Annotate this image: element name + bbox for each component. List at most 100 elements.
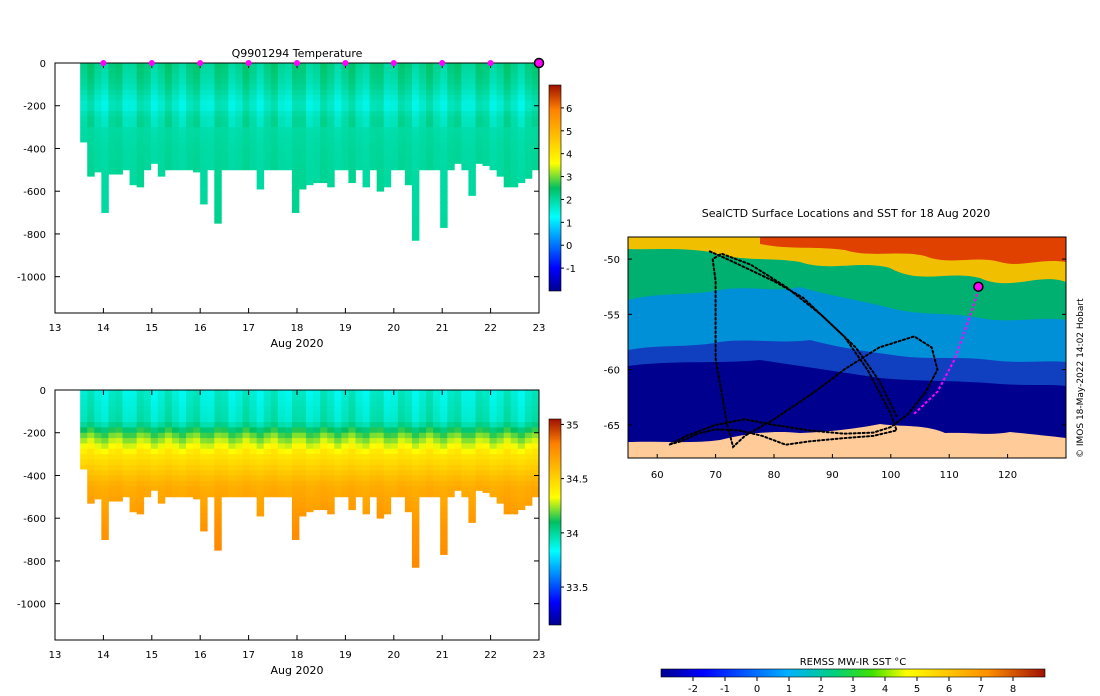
profile-cell — [143, 459, 152, 466]
profile-cell — [270, 395, 279, 402]
profile-cell — [404, 180, 413, 186]
profile-cell — [228, 105, 236, 112]
profile-cell — [348, 459, 356, 466]
profile-column — [517, 390, 526, 511]
map-longitude-axis: 60 70 80 90 100 110 120 — [651, 454, 1017, 481]
profile-cell — [440, 191, 448, 197]
profile-cell — [291, 448, 300, 455]
profile-cell — [397, 153, 406, 160]
profile-cell — [157, 148, 166, 155]
profile-cell — [411, 143, 420, 149]
profile-cell — [157, 496, 166, 503]
profile-cell — [136, 400, 145, 407]
profile-cell — [284, 422, 293, 428]
profile-cell — [221, 63, 229, 69]
profile-cell — [404, 454, 413, 460]
profile-cell — [482, 432, 490, 439]
profile-cell — [475, 105, 483, 112]
profile-cell — [376, 111, 385, 117]
profile-cell — [101, 116, 109, 123]
profile-cell — [108, 406, 116, 412]
profile-cell — [524, 454, 533, 460]
profile-cell — [320, 148, 328, 155]
profile-cell — [157, 95, 166, 101]
profile-cell — [517, 491, 526, 498]
profile-cell — [334, 153, 342, 160]
profile-cell — [164, 486, 173, 492]
profile-cell — [510, 105, 519, 112]
profile-cell — [150, 159, 159, 164]
profile-cell — [94, 406, 102, 412]
profile-cell — [186, 448, 194, 455]
profile-cell — [461, 427, 469, 434]
profile-cell — [411, 475, 420, 482]
profile-cell — [193, 448, 201, 455]
profile-column — [263, 390, 272, 498]
profile-cell — [143, 159, 152, 165]
profile-cell — [503, 84, 512, 91]
profile-cell — [362, 143, 370, 149]
profile-cell — [376, 427, 385, 434]
sst-colorbar-tick-label: 0 — [754, 684, 760, 695]
profile-cell — [447, 432, 455, 439]
profile-cell — [150, 448, 159, 455]
profile-cell — [150, 395, 159, 402]
profile-cell — [348, 169, 356, 176]
profile-cell — [284, 63, 293, 69]
profile-cell — [341, 422, 349, 428]
profile-cell — [87, 148, 95, 155]
profile-cell — [426, 400, 434, 407]
profile-cell — [468, 454, 476, 460]
profile-cell — [531, 121, 540, 128]
profile-cell — [249, 116, 258, 123]
profile-cell — [369, 148, 378, 155]
profile-cell — [200, 175, 208, 181]
profile-cell — [320, 63, 328, 69]
profile-cell — [143, 105, 152, 112]
profile-column — [440, 63, 448, 228]
profile-cell — [256, 416, 265, 423]
profile-cell — [291, 105, 300, 112]
profile-cell — [503, 159, 512, 165]
profile-cell — [468, 470, 476, 476]
profile-column — [108, 390, 116, 502]
lon-tick-label: 120 — [998, 470, 1017, 481]
profile-cell — [320, 100, 328, 107]
profile-cell — [411, 159, 420, 165]
profile-cell — [221, 480, 229, 487]
profile-cell — [355, 79, 363, 85]
profile-cell — [150, 148, 159, 155]
profile-cell — [482, 127, 490, 133]
profile-cell — [193, 459, 201, 466]
profile-cell — [524, 422, 533, 428]
profile-cell — [200, 153, 208, 160]
profile-cell — [503, 438, 512, 444]
profile-cell — [178, 406, 187, 412]
profile-cell — [503, 512, 512, 515]
profile-cell — [334, 438, 342, 444]
profile-cell — [327, 95, 335, 101]
profile-cell — [143, 73, 152, 80]
profile-cell — [531, 116, 540, 123]
profile-cell — [376, 73, 385, 80]
profile-column — [101, 390, 109, 540]
profile-cell — [482, 153, 490, 160]
lon-tick-label: 90 — [826, 470, 839, 481]
sst-hot-band — [760, 237, 1066, 264]
profile-cell — [517, 121, 526, 128]
x-tick-label: 23 — [533, 323, 546, 334]
profile-cell — [143, 164, 152, 171]
profile-cell — [101, 207, 109, 213]
profile-cell — [200, 512, 208, 519]
profile-cell — [80, 132, 88, 139]
x-tick-label: 21 — [436, 323, 449, 334]
profile-column — [454, 390, 462, 491]
profile-cell — [298, 84, 307, 91]
profile-cell — [150, 84, 159, 91]
profile-cell — [482, 121, 490, 128]
profile-cell — [235, 416, 243, 423]
profile-cell — [404, 105, 413, 112]
profile-cell — [298, 512, 307, 517]
profile-cell — [468, 191, 476, 196]
profile-cell — [150, 459, 159, 466]
